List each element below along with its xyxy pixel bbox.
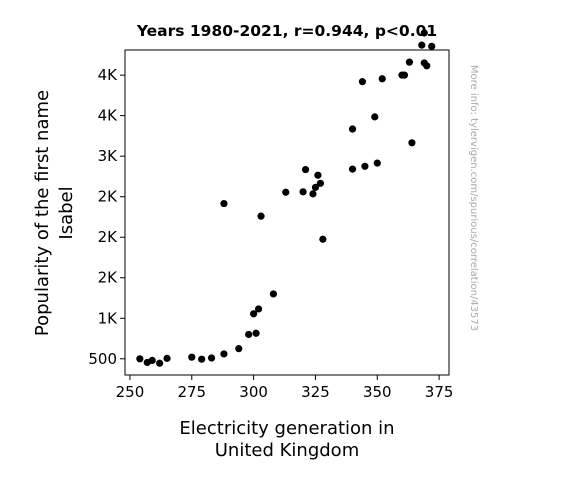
data-point — [282, 188, 290, 196]
x-tick-label: 250 — [116, 383, 145, 401]
y-tick-label: 2K — [98, 188, 119, 206]
y-tick-label: 2K — [98, 269, 119, 287]
data-point — [269, 290, 277, 298]
x-axis: 250 275 300 325 350 375 — [116, 375, 454, 401]
data-points — [136, 29, 436, 367]
x-axis-label-line-2: United Kingdom — [215, 440, 359, 461]
data-point — [361, 162, 369, 170]
data-point — [309, 190, 317, 198]
data-point — [311, 183, 320, 191]
data-point — [301, 165, 310, 174]
data-point — [319, 235, 327, 243]
plot-area — [124, 49, 450, 376]
y-tick-label: 4K — [98, 107, 119, 125]
data-point — [257, 212, 265, 220]
x-tick-label: 275 — [177, 383, 206, 401]
chart-title: Years 1980-2021, r=0.944, p<0.01 — [136, 22, 437, 40]
data-point — [252, 329, 260, 337]
data-point — [348, 125, 357, 133]
data-point — [235, 345, 243, 353]
data-point — [400, 71, 409, 79]
data-point — [378, 75, 386, 83]
x-tick-label: 375 — [425, 383, 454, 401]
y-tick-label: 3K — [98, 147, 119, 165]
y-tick-label: 500 — [88, 350, 117, 368]
data-point — [245, 330, 253, 339]
data-point — [220, 199, 228, 208]
data-point — [148, 356, 156, 365]
data-point — [207, 354, 216, 362]
data-point — [220, 350, 228, 358]
x-tick-label: 350 — [363, 383, 392, 401]
data-point — [198, 355, 206, 363]
data-point — [408, 139, 416, 147]
data-point — [314, 171, 322, 179]
data-point — [348, 165, 357, 173]
data-point — [405, 58, 414, 66]
data-point — [358, 78, 367, 86]
data-point — [423, 62, 431, 70]
x-axis-label-line-1: Electricity generation in — [179, 418, 394, 439]
watermark-text: More info: tylervigen.com/spurious/corre… — [468, 65, 479, 331]
data-point — [299, 188, 307, 196]
data-point — [188, 353, 196, 361]
data-point — [428, 42, 436, 50]
y-axis-label-line-2: Isabel — [56, 186, 77, 239]
data-point — [163, 354, 171, 362]
data-point — [254, 305, 263, 313]
data-point — [136, 355, 144, 363]
data-point — [371, 113, 379, 121]
data-point — [316, 179, 324, 187]
y-axis: 500 1K 2K 2K 2K 3K 4K 4K — [88, 66, 125, 368]
data-point — [418, 41, 426, 49]
y-tick-label: 1K — [98, 309, 119, 327]
data-point — [156, 359, 164, 367]
x-tick-label: 300 — [239, 383, 268, 401]
data-point — [250, 310, 258, 318]
x-tick-label: 325 — [301, 383, 330, 401]
y-tick-label: 4K — [98, 66, 119, 84]
y-tick-label: 2K — [98, 228, 119, 246]
data-point — [373, 159, 381, 167]
y-axis-label-line-1: Popularity of the first name — [32, 90, 53, 336]
data-point — [420, 29, 428, 37]
